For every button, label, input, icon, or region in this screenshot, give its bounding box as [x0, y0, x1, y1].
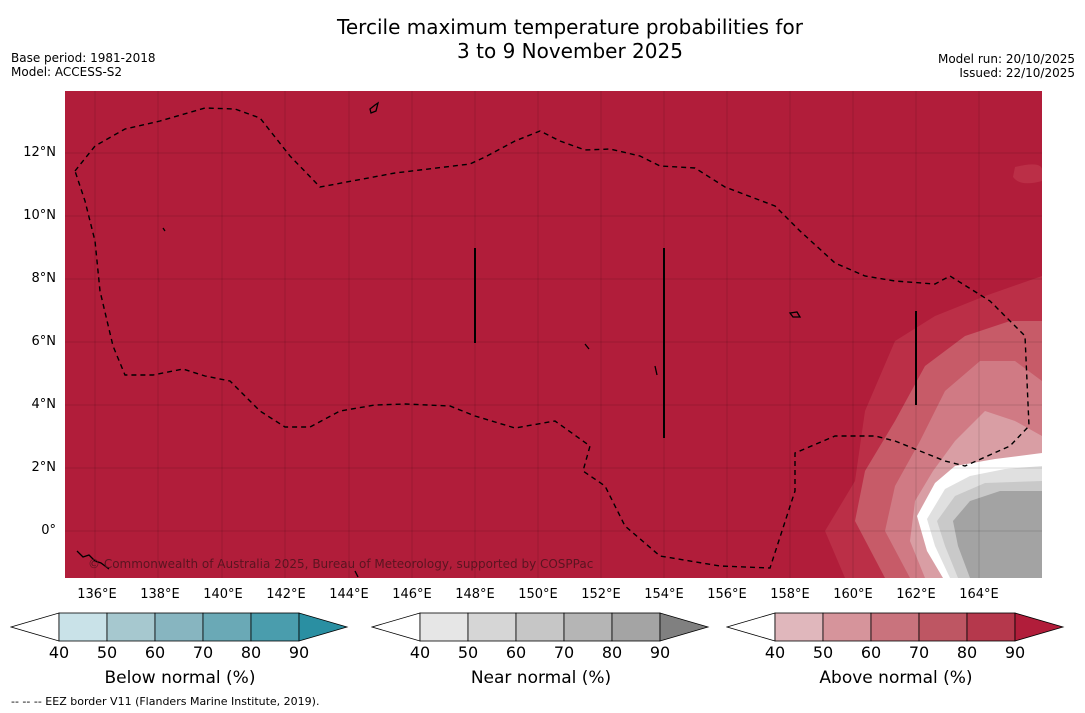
colorbar-segment — [515, 612, 565, 642]
lon-label: 156°E — [707, 587, 747, 602]
colorbar-tick: 70 — [553, 643, 575, 662]
colorbar-extend-low — [10, 612, 60, 642]
colorbar-tick: 40 — [48, 643, 70, 662]
colorbar-tick: 80 — [956, 643, 978, 662]
lon-label: 140°E — [203, 587, 243, 602]
lon-label: 162°E — [896, 587, 936, 602]
lon-label: 152°E — [581, 587, 621, 602]
colorbar-segment — [419, 612, 469, 642]
colorbar-segment — [154, 612, 204, 642]
colorbar-tick: 80 — [240, 643, 262, 662]
near-colorbar-segments — [371, 612, 710, 642]
lat-label: 0° — [41, 523, 56, 538]
lat-label: 8°N — [31, 271, 57, 286]
colorbar-extend-high — [298, 612, 349, 642]
colorbar-segment — [822, 612, 872, 642]
lon-label: 138°E — [140, 587, 180, 602]
copyright-notice: © Commonwealth of Australia 2025, Bureau… — [88, 557, 594, 571]
colorbar-segment — [870, 612, 920, 642]
colorbar-tick: 90 — [1004, 643, 1026, 662]
above-normal-colorbar — [726, 612, 1065, 642]
colorbar-segment — [202, 612, 252, 642]
boundary-lines — [474, 248, 917, 438]
colorbar-tick: 70 — [908, 643, 930, 662]
lat-label: 12°N — [23, 145, 56, 160]
near-normal-title: Near normal (%) — [470, 668, 612, 688]
issued-date: Issued: 22/10/2025 — [959, 66, 1075, 80]
chart-title: Tercile maximum temperature probabilitie… — [0, 15, 1085, 63]
colorbar-extend-low — [371, 612, 421, 642]
model-run: Model run: 20/10/2025 — [937, 52, 1075, 66]
probability-map: © Commonwealth of Australia 2025, Bureau… — [65, 91, 1042, 578]
colorbar-tick: 40 — [409, 643, 431, 662]
eez-border — [74, 107, 1030, 569]
colorbar-segment — [250, 612, 300, 642]
lon-label: 144°E — [329, 587, 369, 602]
below-colorbar-segments — [10, 612, 349, 642]
near-normal-colorbar — [371, 612, 710, 642]
above-80-island — [1013, 164, 1042, 184]
title-line-1: Tercile maximum temperature probabilitie… — [337, 15, 803, 39]
below-normal-title: Below normal (%) — [104, 668, 256, 688]
colorbar-segment — [918, 612, 968, 642]
colorbar-extend-high — [1014, 612, 1065, 642]
above-colorbar-segments — [726, 612, 1065, 642]
lat-label: 2°N — [31, 460, 57, 475]
colorbar-tick: 40 — [764, 643, 786, 662]
lat-label: 6°N — [31, 334, 57, 349]
colorbar-tick: 90 — [649, 643, 671, 662]
colorbar-segment — [467, 612, 517, 642]
colorbar-tick: 70 — [192, 643, 214, 662]
lon-label: 148°E — [455, 587, 495, 602]
lon-label: 146°E — [392, 587, 432, 602]
lon-label: 160°E — [833, 587, 873, 602]
lon-label: 154°E — [644, 587, 684, 602]
lon-label: 142°E — [266, 587, 306, 602]
colorbar-tick: 60 — [505, 643, 527, 662]
lon-label: 164°E — [959, 587, 999, 602]
colorbar-tick: 50 — [812, 643, 834, 662]
lat-label: 4°N — [31, 397, 57, 412]
base-period: Base period: 1981-2018 — [11, 51, 156, 65]
lon-label: 158°E — [770, 587, 810, 602]
colorbar-segment — [58, 612, 108, 642]
colorbar-tick: 60 — [144, 643, 166, 662]
grid-lines — [65, 91, 1042, 578]
above-normal-title: Above normal (%) — [819, 668, 973, 688]
colorbar-tick: 90 — [288, 643, 310, 662]
colorbar-segment — [966, 612, 1016, 642]
colorbar-tick: 60 — [860, 643, 882, 662]
near-80-region — [953, 491, 1042, 578]
colorbar-segment — [611, 612, 661, 642]
colorbar-segment — [106, 612, 156, 642]
model-info: Base period: 1981-2018 Model: ACCESS-S2 — [11, 51, 156, 79]
lat-label: 10°N — [23, 208, 56, 223]
run-info: Model run: 20/10/2025 Issued: 22/10/2025 — [938, 52, 1075, 80]
title-line-2: 3 to 9 November 2025 — [457, 39, 683, 63]
colorbar-extend-low — [726, 612, 776, 642]
model-name: Model: ACCESS-S2 — [11, 65, 123, 79]
colorbar-tick: 50 — [457, 643, 479, 662]
colorbar-tick: 50 — [96, 643, 118, 662]
lon-label: 136°E — [77, 587, 117, 602]
colorbar-tick: 80 — [601, 643, 623, 662]
colorbar-extend-high — [659, 612, 710, 642]
eez-border-note: -- -- -- EEZ border V11 (Flanders Marine… — [11, 695, 320, 708]
colorbar-segment — [774, 612, 824, 642]
lon-label: 150°E — [518, 587, 558, 602]
islands — [76, 101, 802, 578]
colorbar-segment — [563, 612, 613, 642]
below-normal-colorbar — [10, 612, 349, 642]
